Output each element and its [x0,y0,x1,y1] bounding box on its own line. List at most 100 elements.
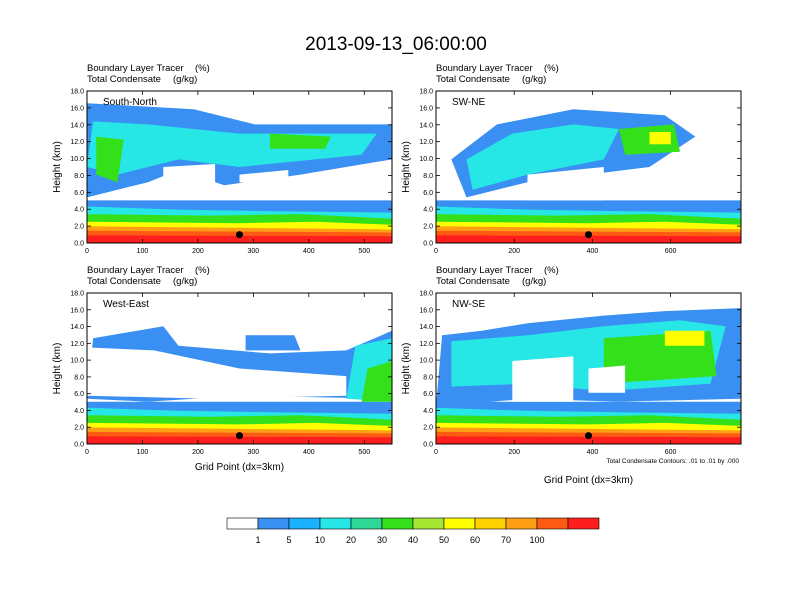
subtitle-condensate-unit: (g/kg) [173,276,197,287]
y-tick-label: 18.0 [70,291,84,298]
y-tick-label: 0.0 [423,442,433,449]
panel-name: West-East [103,299,149,310]
y-tick-label: 10.0 [419,156,433,163]
contour-fill [436,235,741,243]
y-tick-label: 12.0 [70,139,84,146]
contour-fill [245,335,301,351]
y-tick-label: 12.0 [70,341,84,348]
contour-fill [466,124,619,190]
x-tick-label: 200 [508,449,520,456]
x-tick-label: 200 [192,449,204,456]
contour-fill [361,361,392,402]
colorbar-swatch [381,517,414,530]
y-tick-label: 2.0 [423,425,433,432]
x-tick-label: 200 [192,248,204,255]
x-axis-label: Grid Point (dx=3km) [544,475,633,486]
colorbar-label: 100 [529,535,544,545]
y-axis-label: Height (km) [401,141,412,193]
contour-field [436,293,741,444]
y-tick-label: 18.0 [419,89,433,96]
contour-fill [664,330,705,346]
contour-fill [96,136,124,183]
contour-fill [87,347,347,399]
panel-west-east: Boundary Layer Tracer (%) Total Condensate… [52,265,393,473]
colorbar-swatch [257,517,290,530]
x-tick-label: 100 [137,449,149,456]
panel-sw-ne: Boundary Layer Tracer (%) Total Condensate… [401,63,742,255]
y-tick-label: 4.0 [74,408,84,415]
colorbar-label: 10 [315,535,325,545]
subtitle-condensate-unit: (g/kg) [522,74,546,85]
x-tick-label: 500 [358,248,370,255]
contour-field [436,91,741,243]
subtitle-condensate: Total Condensate [87,276,161,287]
colorbar-label: 40 [408,535,418,545]
y-tick-label: 16.0 [70,105,84,112]
colorbar-swatch [319,517,352,530]
y-tick-label: 10.0 [70,156,84,163]
y-tick-label: 14.0 [70,324,84,331]
y-tick-label: 8.0 [423,374,433,381]
colorbar-swatch [536,517,569,530]
x-tick-label: 600 [665,248,677,255]
panel-south-north: Boundary Layer Tracer (%) Total Condensate… [52,63,393,255]
subtitle-condensate-unit: (g/kg) [173,74,197,85]
subtitle-condensate-unit: (g/kg) [522,276,546,287]
location-marker [585,432,592,440]
contour-fill [588,365,626,393]
y-axis-label: Height (km) [401,343,412,395]
x-tick-label: 0 [434,248,438,255]
y-tick-label: 8.0 [423,173,433,180]
y-tick-label: 6.0 [423,190,433,197]
y-tick-label: 4.0 [423,408,433,415]
contour-field [87,91,392,243]
y-tick-label: 8.0 [74,173,84,180]
x-tick-label: 500 [358,449,370,456]
plot-frame [86,292,393,445]
contour-fill [527,167,604,201]
contour-fill [163,164,216,198]
location-marker [236,231,243,239]
colorbar-label: 50 [439,535,449,545]
subtitle-tracer-unit: (%) [195,265,210,276]
contour-field [87,293,392,444]
panel-name: NW-SE [452,299,485,310]
colorbar-swatch [505,517,538,530]
colorbar-label: 5 [286,535,291,545]
colorbar-swatch [350,517,383,530]
y-tick-label: 16.0 [419,307,433,314]
colorbar-swatch [226,517,259,530]
panel-nw-se: Boundary Layer Tracer (%) Total Condensate… [401,265,742,486]
y-tick-label: 6.0 [423,391,433,398]
subtitle-tracer: Boundary Layer Tracer [87,265,184,276]
x-tick-label: 300 [248,449,260,456]
y-tick-label: 0.0 [423,241,433,248]
x-tick-label: 300 [248,248,260,255]
x-tick-label: 400 [303,248,315,255]
colorbar-swatch [412,517,445,530]
x-tick-label: 0 [434,449,438,456]
y-tick-label: 14.0 [419,122,433,129]
plot-frame [435,292,742,445]
colorbar-label: 30 [377,535,387,545]
y-tick-label: 14.0 [419,324,433,331]
x-tick-label: 400 [587,449,599,456]
figure-title: 2013-09-13_06:00:00 [305,34,487,55]
subtitle-tracer-unit: (%) [544,63,559,74]
y-tick-label: 4.0 [74,207,84,214]
y-tick-label: 0.0 [74,442,84,449]
colorbar-swatch [443,517,476,530]
colorbar-label: 60 [470,535,480,545]
contour-fill [512,356,574,402]
y-axis-label: Height (km) [52,343,63,395]
colorbar-label: 1 [255,535,260,545]
y-tick-label: 18.0 [70,89,84,96]
y-axis-label: Height (km) [52,141,63,193]
location-marker [585,231,592,239]
subtitle-tracer: Boundary Layer Tracer [436,63,533,74]
subtitle-condensate: Total Condensate [436,74,510,85]
y-tick-label: 2.0 [423,224,433,231]
location-marker [236,432,243,440]
y-tick-label: 2.0 [74,425,84,432]
